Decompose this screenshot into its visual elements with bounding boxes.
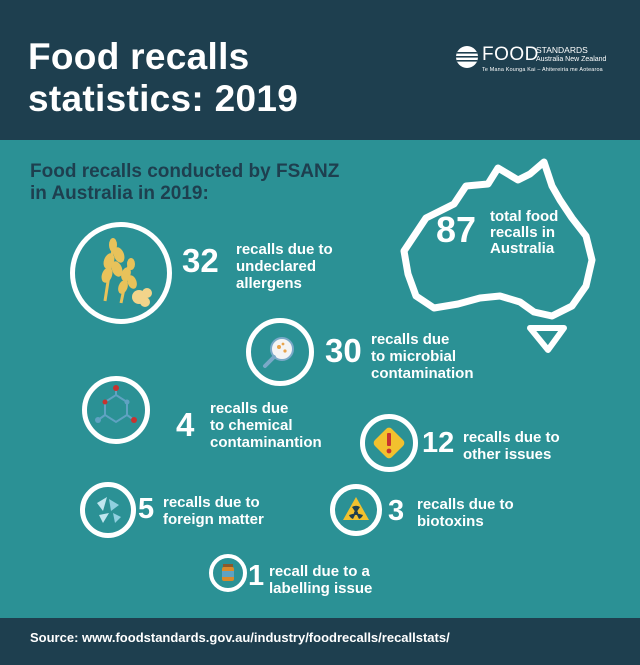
other-issues-number: 12 <box>422 427 455 459</box>
allergens-icon-circle <box>70 222 172 324</box>
section-subtitle: Food recalls conducted by FSANZ in Austr… <box>30 161 340 204</box>
foreign-matter-icon-circle <box>80 482 136 538</box>
logo-emblem-icon <box>456 46 478 68</box>
biotoxins-number: 3 <box>388 495 405 527</box>
other-issues-icon-circle <box>360 414 418 472</box>
logo-word-food: FOOD <box>482 44 539 65</box>
microbial-label: recalls due to microbial contamination <box>371 331 474 382</box>
molecule-icon <box>95 385 137 424</box>
labelling-label: recall due to a labelling issue <box>269 563 373 597</box>
microbial-number: 30 <box>325 332 362 369</box>
warning-icon <box>373 427 405 459</box>
labelling-number: 1 <box>248 560 265 592</box>
page-title: Food recalls statistics: 2019 <box>28 36 299 119</box>
petri-dish-icon <box>263 337 294 368</box>
footer-banner <box>0 618 640 665</box>
biotoxins-icon-circle <box>330 484 382 536</box>
chemical-label: recalls due to chemical contaminantion <box>210 400 322 451</box>
source-link[interactable]: Source: www.foodstandards.gov.au/industr… <box>30 630 450 645</box>
biotoxins-label: recalls due to biotoxins <box>417 496 514 530</box>
fsanz-logo: FOOD STANDARDS Australia New Zealand Te … <box>456 44 616 78</box>
allergens-number: 32 <box>182 242 219 279</box>
glass-shards-icon <box>97 497 121 523</box>
foreign-matter-number: 5 <box>138 493 155 525</box>
total-recalls-label: total food recalls in Australia <box>490 208 559 257</box>
foreign-matter-label: recalls due to foreign matter <box>163 494 264 528</box>
logo-word-anz: Australia New Zealand <box>536 56 607 63</box>
allergens-label: recalls due to undeclared allergens <box>236 241 333 292</box>
wheat-icon <box>101 238 152 307</box>
jar-label-icon <box>222 564 234 581</box>
chemical-number: 4 <box>176 406 195 443</box>
microbial-icon-circle <box>246 318 314 386</box>
logo-word-standards: STANDARDS <box>536 45 588 55</box>
hazard-icon <box>343 497 369 520</box>
total-recalls-number: 87 <box>436 209 477 250</box>
header-banner <box>0 0 640 140</box>
australia-map-icon <box>396 156 600 356</box>
logo-tagline: Te Mana Kounga Kai – Ahitereiria me Aote… <box>482 67 603 73</box>
other-issues-label: recalls due to other issues <box>463 429 560 463</box>
labelling-icon-circle <box>209 554 247 592</box>
chemical-icon-circle <box>82 376 150 444</box>
